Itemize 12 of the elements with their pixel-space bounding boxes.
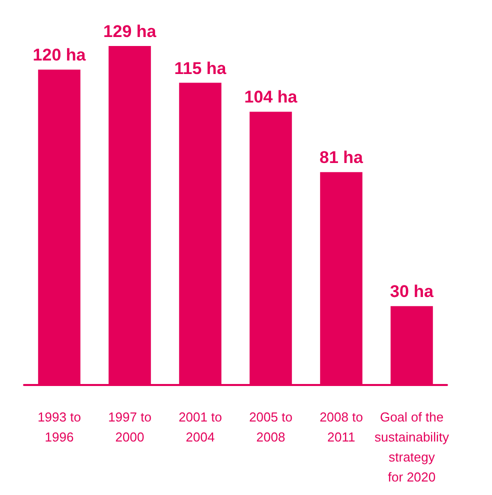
x-tick-label: 1993 to 1996 bbox=[38, 410, 81, 444]
x-tick-label: 1997 to 2000 bbox=[108, 410, 152, 444]
x-tick-label: Goal of the sustainability strategy for 2020 bbox=[374, 410, 450, 484]
data-label: 115 ha bbox=[174, 58, 227, 78]
x-tick-label: 2008 to 2011 bbox=[320, 410, 363, 444]
data-label: 129 ha bbox=[103, 22, 157, 41]
data-label: 30 ha bbox=[390, 282, 434, 302]
x-tick-label: 2005 to 2008 bbox=[249, 410, 292, 444]
x-tick-label: 2001 to 2004 bbox=[178, 410, 222, 444]
data-label: 120 ha bbox=[32, 46, 86, 65]
data-label: 104 ha bbox=[244, 88, 298, 107]
data-label: 81 ha bbox=[320, 148, 364, 168]
